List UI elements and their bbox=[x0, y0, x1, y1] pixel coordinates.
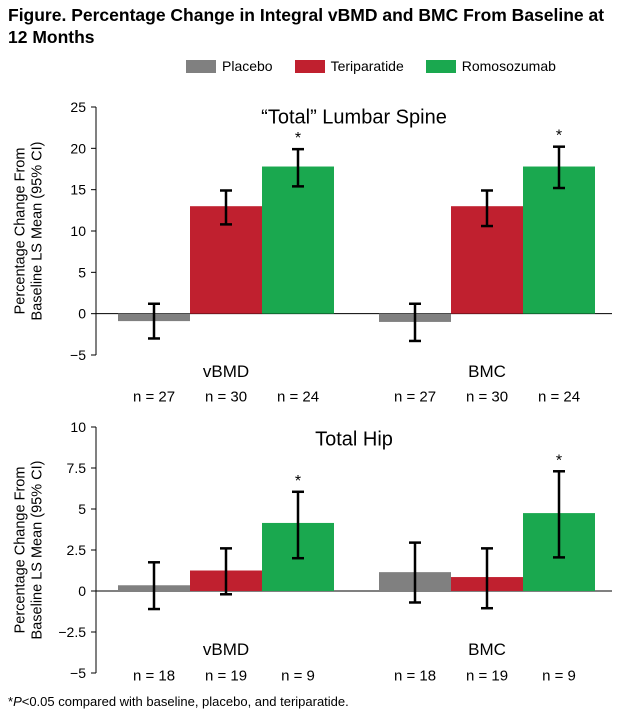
footnote: *P<0.05 compared with baseline, placebo,… bbox=[8, 694, 349, 709]
spine-ytick-label: 0 bbox=[78, 306, 86, 322]
footnote-asterisk: * bbox=[8, 694, 14, 709]
legend-swatch-placebo bbox=[186, 59, 216, 73]
hip-n-label: n = 19 bbox=[466, 667, 508, 684]
spine-ytick-label: −5 bbox=[70, 347, 86, 363]
hip-ytick-label: 2.5 bbox=[67, 542, 87, 558]
hip-category-label: BMC bbox=[468, 640, 506, 659]
spine-bar-romosozumab bbox=[523, 166, 595, 314]
legend: Placebo Teriparatide Romosozumab bbox=[186, 56, 578, 76]
hip-category-label: vBMD bbox=[203, 640, 249, 659]
spine-ylabel-line2: Baseline LS Mean (95% CI) bbox=[30, 142, 46, 321]
legend-label-placebo: Placebo bbox=[222, 58, 273, 74]
spine-ylabel-line1: Percentage Change From bbox=[13, 148, 29, 315]
hip-ytick-label: −2.5 bbox=[58, 624, 86, 640]
hip-n-label: n = 18 bbox=[394, 667, 436, 684]
hip-n-label: n = 18 bbox=[133, 667, 175, 684]
legend-swatch-teriparatide bbox=[294, 59, 325, 73]
legend-item-romosozumab: Romosozumab bbox=[425, 58, 556, 74]
spine-ytick-label: 15 bbox=[70, 182, 86, 198]
hip-n-label: n = 19 bbox=[205, 667, 247, 684]
spine-category-label: vBMD bbox=[203, 362, 249, 381]
spine-significance-marker: * bbox=[295, 130, 301, 147]
hip-significance-marker: * bbox=[295, 473, 301, 490]
spine-n-label: n = 27 bbox=[133, 388, 175, 405]
spine-ytick-label: 10 bbox=[70, 223, 86, 239]
footnote-p-value-symbol: P bbox=[13, 694, 22, 709]
footnote-text: <0.05 compared with baseline, placebo, a… bbox=[21, 694, 349, 709]
legend-label-romosozumab: Romosozumab bbox=[461, 58, 556, 74]
hip-n-label: n = 9 bbox=[281, 667, 315, 684]
legend-item-teriparatide: Teriparatide bbox=[294, 58, 404, 74]
spine-n-label: n = 30 bbox=[466, 388, 508, 405]
hip-ytick-label: 7.5 bbox=[67, 460, 87, 476]
hip-n-label: n = 9 bbox=[542, 667, 576, 684]
spine-ytick-label: 25 bbox=[70, 99, 86, 115]
hip-chart-title: Total Hip bbox=[315, 429, 393, 451]
legend-label-teriparatide: Teriparatide bbox=[330, 58, 404, 74]
hip-ylabel-line2: Baseline LS Mean (95% CI) bbox=[30, 461, 46, 640]
hip-ytick-label: 0 bbox=[78, 583, 86, 599]
hip-significance-marker: * bbox=[556, 452, 562, 469]
hip-ytick-label: 10 bbox=[70, 419, 86, 435]
spine-chart-title: “Total” Lumbar Spine bbox=[261, 107, 447, 129]
spine-ytick-label: 5 bbox=[78, 264, 86, 280]
figure-title: Figure. Percentage Change in Integral vB… bbox=[8, 5, 605, 47]
spine-n-label: n = 30 bbox=[205, 388, 247, 405]
spine-n-label: n = 24 bbox=[277, 388, 319, 405]
legend-swatch-romosozumab bbox=[425, 59, 456, 73]
spine-ytick-label: 20 bbox=[70, 140, 86, 156]
spine-significance-marker: * bbox=[556, 128, 562, 145]
hip-ytick-label: −5 bbox=[70, 665, 86, 681]
spine-n-label: n = 24 bbox=[538, 388, 580, 405]
spine-n-label: n = 27 bbox=[394, 388, 436, 405]
spine-bar-romosozumab bbox=[262, 166, 334, 314]
legend-item-placebo: Placebo bbox=[186, 58, 273, 74]
hip-ytick-label: 5 bbox=[78, 501, 86, 517]
spine-category-label: BMC bbox=[468, 362, 506, 381]
hip-ylabel-line1: Percentage Change From bbox=[13, 467, 29, 634]
